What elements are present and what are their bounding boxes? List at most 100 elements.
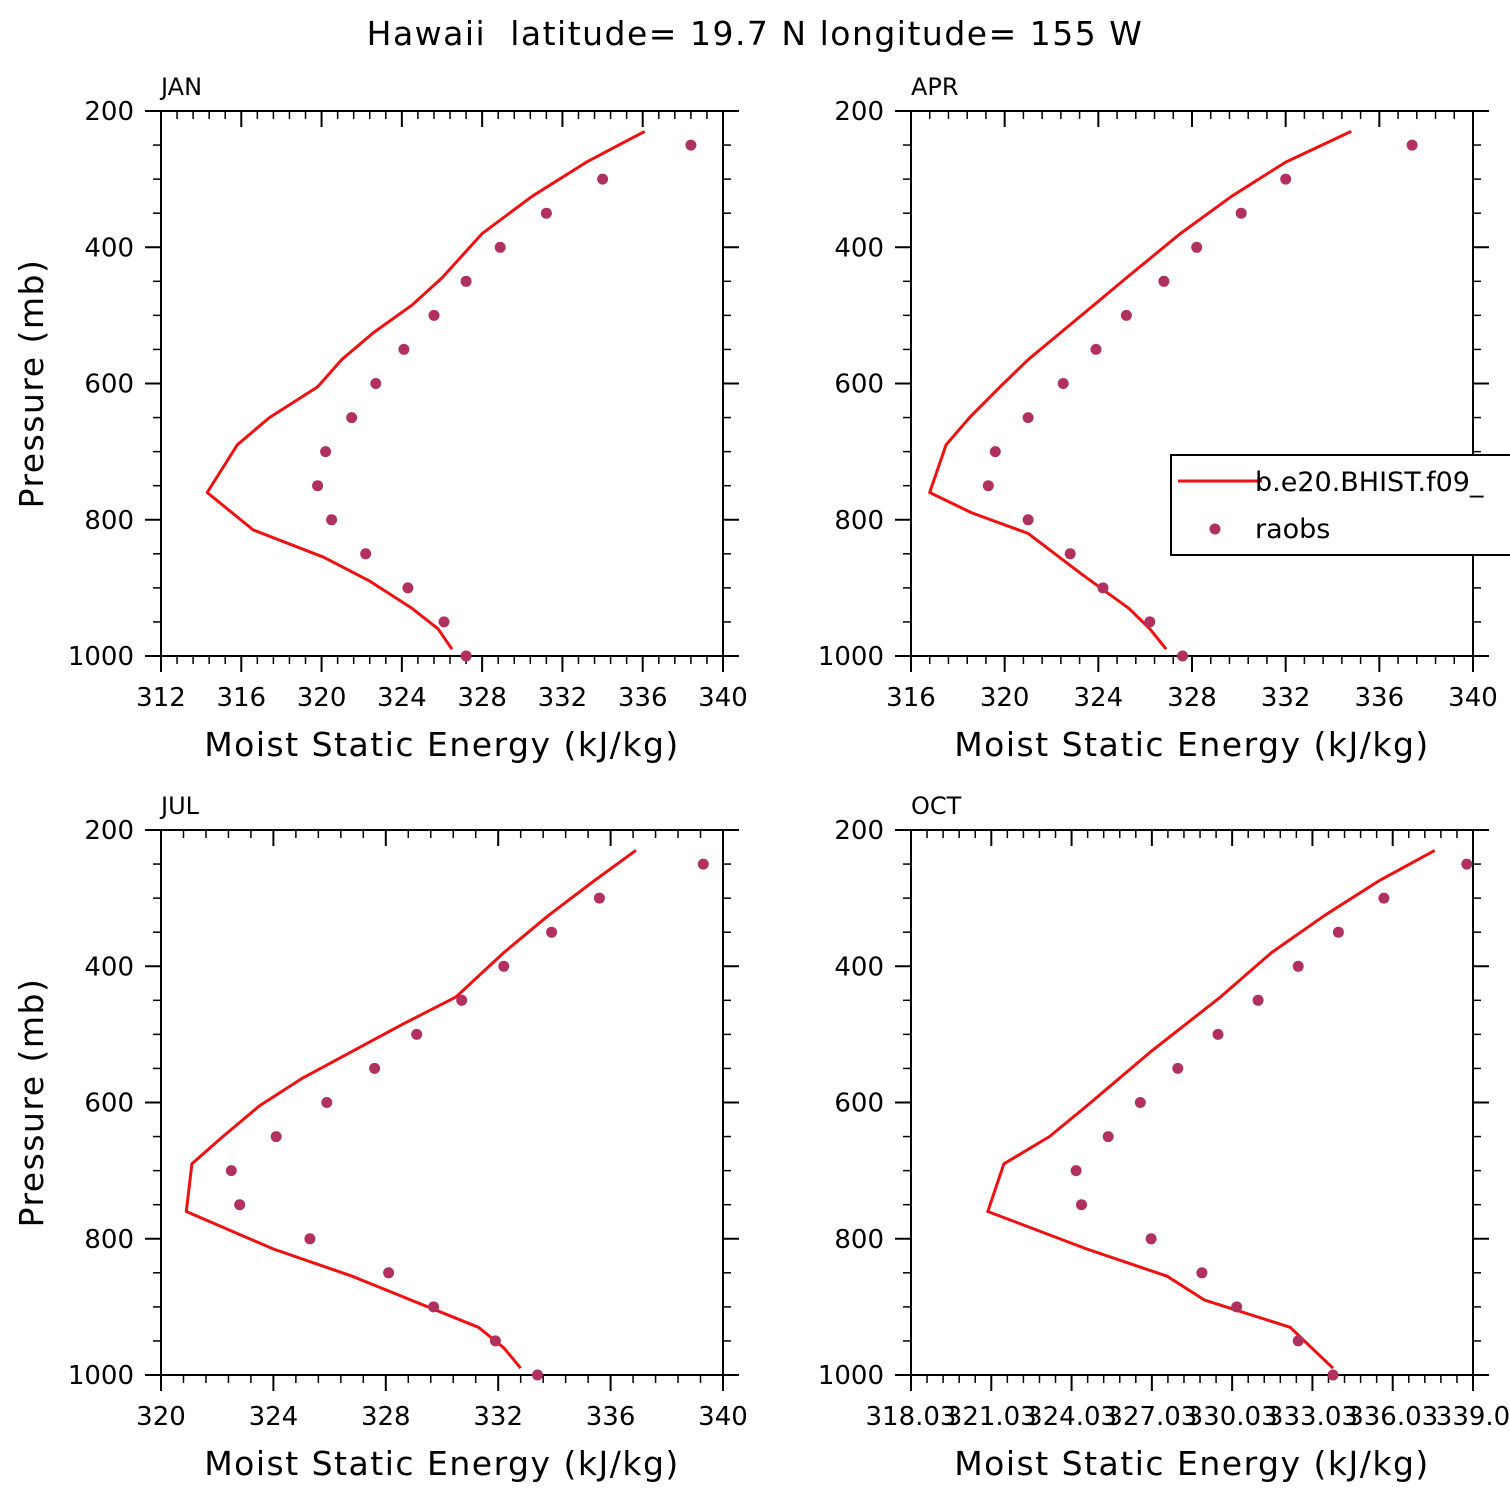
y-tick-label: 200 <box>834 816 884 846</box>
obs-data-point <box>1292 960 1304 972</box>
legend: b.e20.BHIST.f09_ raobs <box>1170 454 1510 556</box>
obs-data-point <box>1064 548 1076 560</box>
obs-data-point <box>270 1131 282 1143</box>
obs-data-point <box>593 892 605 904</box>
obs-data-point <box>346 412 358 424</box>
x-tick-label: 330.03 <box>1187 1402 1278 1432</box>
x-tick-label: 332 <box>538 683 588 713</box>
obs-data-point <box>1252 994 1264 1006</box>
x-tick-label: 324 <box>1074 683 1124 713</box>
x-tick-label: 328 <box>1167 683 1217 713</box>
x-tick-label: 332 <box>473 1402 523 1432</box>
obs-data-point <box>1070 1165 1082 1177</box>
x-axis-label: Moist Static Energy (kJ/kg) <box>954 725 1430 764</box>
obs-data-point <box>438 616 450 628</box>
obs-data-point <box>1235 207 1247 219</box>
x-axis-label: Moist Static Energy (kJ/kg) <box>204 725 680 764</box>
x-tick-label: 316 <box>216 683 266 713</box>
model-series-line <box>205 130 646 651</box>
obs-data-point <box>320 446 332 458</box>
obs-data-point <box>411 1028 423 1040</box>
obs-data-point <box>1158 275 1170 287</box>
obs-data-point <box>312 480 324 492</box>
x-tick-label: 339.0 <box>1436 1402 1510 1432</box>
panel-month-label: JAN <box>159 73 202 101</box>
x-tick-label: 340 <box>698 683 748 713</box>
obs-data-point <box>1057 378 1069 389</box>
obs-data-point <box>1461 858 1473 870</box>
obs-data-point <box>982 480 994 492</box>
x-tick-label: 316 <box>886 683 936 713</box>
x-tick-label: 336.03 <box>1347 1402 1438 1432</box>
y-tick-label: 800 <box>84 1225 134 1255</box>
obs-data-point <box>428 309 440 321</box>
obs-data-point <box>1406 139 1418 151</box>
obs-data-point <box>989 446 1001 458</box>
obs-data-point <box>540 207 552 219</box>
y-tick-label: 1000 <box>68 1361 134 1391</box>
obs-data-point <box>1231 1301 1243 1313</box>
obs-data-point <box>225 1165 237 1177</box>
obs-data-point <box>1090 343 1102 355</box>
obs-data-point <box>398 343 410 355</box>
y-tick-label: 600 <box>834 1089 884 1119</box>
panel-month-label: APR <box>911 73 959 101</box>
y-axis-label: Pressure (mb) <box>12 978 51 1228</box>
model-series-line <box>986 849 1436 1370</box>
y-tick-label: 600 <box>834 370 884 400</box>
x-tick-label: 340 <box>698 1402 748 1432</box>
obs-data-point <box>1172 1062 1184 1074</box>
y-tick-label: 400 <box>84 952 134 982</box>
y-tick-label: 800 <box>834 506 884 536</box>
y-tick-label: 600 <box>84 1089 134 1119</box>
x-tick-label: 336 <box>618 683 668 713</box>
obs-data-point <box>1327 1369 1339 1381</box>
obs-data-point <box>498 960 510 972</box>
y-tick-label: 200 <box>84 816 134 846</box>
x-tick-label: 324.03 <box>1026 1402 1117 1432</box>
y-tick-label: 1000 <box>818 1361 884 1391</box>
x-tick-label: 320 <box>136 1402 186 1432</box>
obs-data-point <box>234 1199 246 1211</box>
obs-data-point <box>1120 309 1132 321</box>
obs-data-point <box>304 1233 316 1245</box>
obs-data-point <box>460 650 472 662</box>
y-axis-label: Pressure (mb) <box>12 259 51 509</box>
plot-frame <box>160 110 724 657</box>
obs-data-point <box>402 582 414 594</box>
y-tick-label: 800 <box>834 1225 884 1255</box>
obs-data-point <box>1280 173 1292 185</box>
x-tick-label: 336 <box>586 1402 636 1432</box>
obs-data-point <box>1022 412 1034 424</box>
obs-data-point <box>1145 1233 1157 1245</box>
x-axis-label: Moist Static Energy (kJ/kg) <box>204 1444 680 1483</box>
obs-data-point <box>428 1301 440 1313</box>
legend-model-label: b.e20.BHIST.f09_ <box>1255 467 1484 498</box>
x-tick-label: 333.03 <box>1267 1402 1358 1432</box>
obs-data-point <box>1191 241 1203 253</box>
obs-data-point <box>494 241 506 253</box>
x-tick-label: 321.03 <box>946 1402 1037 1432</box>
obs-data-point <box>1144 616 1156 628</box>
y-tick-label: 1000 <box>818 642 884 672</box>
x-tick-label: 320 <box>297 683 347 713</box>
obs-data-point <box>1177 650 1189 662</box>
obs-data-point <box>456 994 468 1006</box>
x-tick-label: 318.03 <box>866 1402 957 1432</box>
obs-data-point <box>370 378 382 389</box>
x-tick-label: 340 <box>1448 683 1498 713</box>
panel-oct: 200 400 600 800 1000 318.03321.03324.03327.03… <box>818 792 1510 1483</box>
obs-data-point <box>1378 892 1390 904</box>
obs-data-point <box>1212 1028 1224 1040</box>
obs-data-point <box>1097 582 1109 594</box>
obs-data-point <box>697 858 709 870</box>
panel-month-label: JUL <box>159 792 200 820</box>
obs-data-point <box>383 1267 395 1279</box>
obs-data-point <box>1134 1097 1146 1108</box>
obs-data-point <box>1332 926 1344 938</box>
obs-data-point <box>1196 1267 1208 1279</box>
